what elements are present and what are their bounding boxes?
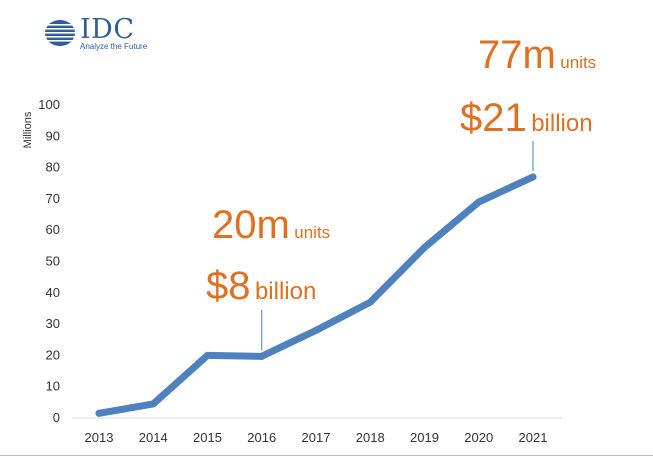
x-tick-label: 2015 [193, 430, 222, 445]
annotation-leaders [261, 141, 534, 351]
y-axis-label: Millions [22, 111, 34, 148]
data-point [421, 243, 428, 251]
idc-logo: IDC Analyze the Future [44, 14, 174, 58]
data-point [149, 400, 157, 408]
annotation-revenue-label: billion [531, 110, 593, 137]
series-group [95, 173, 537, 417]
y-tick-label: 40 [46, 285, 60, 300]
data-point [475, 198, 483, 206]
logo-tagline: Analyze the Future [80, 42, 148, 51]
annotation-2016-units: 20m units [212, 203, 330, 248]
data-point [529, 173, 537, 181]
x-tick-label: 2020 [464, 430, 493, 445]
annotation-units-label: units [294, 223, 331, 242]
y-tick-label: 100 [38, 97, 60, 112]
annotation-units-label: units [560, 53, 597, 72]
annotation-revenue-value: $8 [206, 264, 251, 308]
data-point [366, 298, 374, 306]
logo-wordmark: IDC [80, 14, 135, 45]
y-tick-label: 60 [46, 222, 60, 237]
x-tick-label: 2014 [139, 430, 168, 445]
x-tick-label: 2013 [85, 430, 114, 445]
y-tick-label: 10 [46, 379, 60, 394]
x-tick-label: 2017 [302, 430, 331, 445]
annotation-units-value: 77m [478, 33, 556, 77]
y-tick-label: 20 [46, 347, 60, 362]
y-tick-label: 90 [46, 128, 60, 143]
annotation-2021-revenue: $21 billion [460, 96, 593, 141]
annotation-revenue-value: $21 [460, 96, 527, 140]
y-tick-label: 30 [46, 316, 60, 331]
y-axis-ticks: 0 10 20 30 40 50 60 70 80 90 100 [38, 97, 60, 425]
globe-icon [44, 20, 76, 46]
x-tick-label: 2021 [519, 430, 548, 445]
x-tick-label: 2018 [356, 430, 385, 445]
data-point [204, 351, 211, 359]
bottom-divider [0, 455, 653, 456]
annotation-units-value: 20m [212, 203, 290, 247]
x-tick-label: 2016 [247, 430, 276, 445]
x-axis-ticks: 2013 2014 2015 2016 2017 2018 2019 2020 2021 [85, 430, 548, 445]
y-tick-label: 50 [46, 254, 60, 269]
data-point [258, 352, 266, 360]
y-tick-label: 0 [53, 410, 60, 425]
annotation-2016-revenue: $8 billion [206, 264, 316, 309]
y-tick-label: 70 [46, 191, 60, 206]
x-tick-label: 2019 [410, 430, 439, 445]
annotation-2021-units: 77m units [478, 33, 596, 78]
data-point [95, 409, 103, 417]
data-point [312, 326, 320, 334]
y-tick-label: 80 [46, 160, 60, 175]
annotation-revenue-label: billion [254, 278, 317, 305]
